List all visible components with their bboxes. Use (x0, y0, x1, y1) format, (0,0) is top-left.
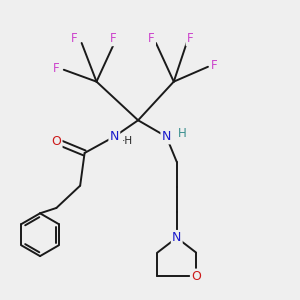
Text: N: N (162, 130, 171, 143)
Text: O: O (191, 270, 201, 283)
Text: F: F (148, 32, 155, 45)
Text: N: N (172, 231, 182, 244)
Text: F: F (53, 62, 60, 75)
Text: O: O (51, 135, 61, 148)
Text: F: F (187, 32, 194, 45)
Text: F: F (71, 32, 77, 45)
Text: F: F (110, 32, 116, 45)
Text: ·H: ·H (122, 136, 133, 146)
Text: F: F (211, 59, 217, 72)
Text: H: H (178, 127, 187, 140)
Text: N: N (110, 130, 119, 143)
